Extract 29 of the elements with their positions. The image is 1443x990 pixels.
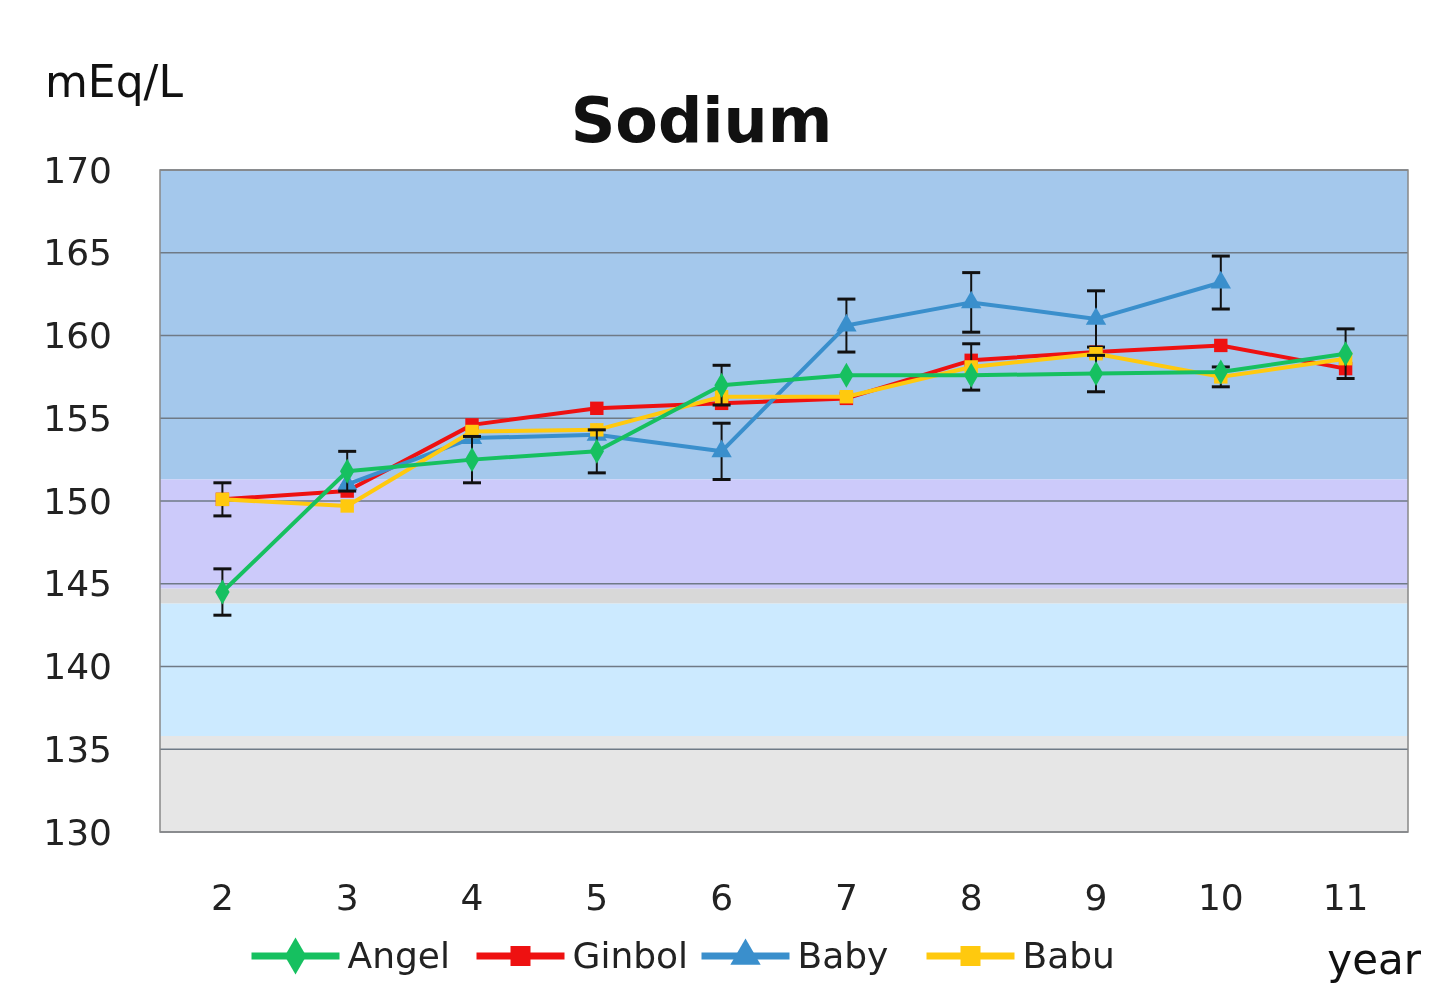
legend-label: Baby — [797, 935, 889, 976]
y-axis-title: mEq/L — [45, 56, 184, 107]
x-tick-label: 5 — [585, 877, 609, 918]
x-tick-label: 10 — [1197, 877, 1244, 918]
point — [590, 401, 604, 416]
x-axis-title: year — [1327, 935, 1422, 984]
y-tick-label: 160 — [43, 315, 112, 357]
y-tick-label: 140 — [43, 646, 112, 688]
legend-label: Angel — [347, 935, 450, 976]
point — [1214, 338, 1228, 353]
x-tick-label: 7 — [834, 877, 858, 918]
y-tick-label: 165 — [43, 232, 112, 274]
x-tick-label: 6 — [710, 877, 734, 918]
y-tick-label: 150 — [43, 480, 112, 522]
y-tick-label: 145 — [43, 563, 112, 605]
x-tick-label: 11 — [1322, 877, 1369, 918]
x-tick-label: 9 — [1084, 877, 1108, 918]
chart-title: Sodium — [570, 84, 833, 157]
y-tick-label: 155 — [43, 397, 112, 439]
x-tick-label: 3 — [335, 877, 359, 918]
legend-label: Babu — [1022, 935, 1115, 976]
y-tick-label: 170 — [43, 149, 112, 191]
legend-label: Ginbol — [572, 935, 689, 976]
point — [340, 499, 354, 513]
x-tick-label: 8 — [959, 877, 983, 918]
y-tick-label: 135 — [43, 728, 112, 770]
x-tick-label: 2 — [210, 877, 234, 918]
x-tick-label: 4 — [460, 877, 484, 918]
y-tick-label: 130 — [43, 811, 112, 853]
